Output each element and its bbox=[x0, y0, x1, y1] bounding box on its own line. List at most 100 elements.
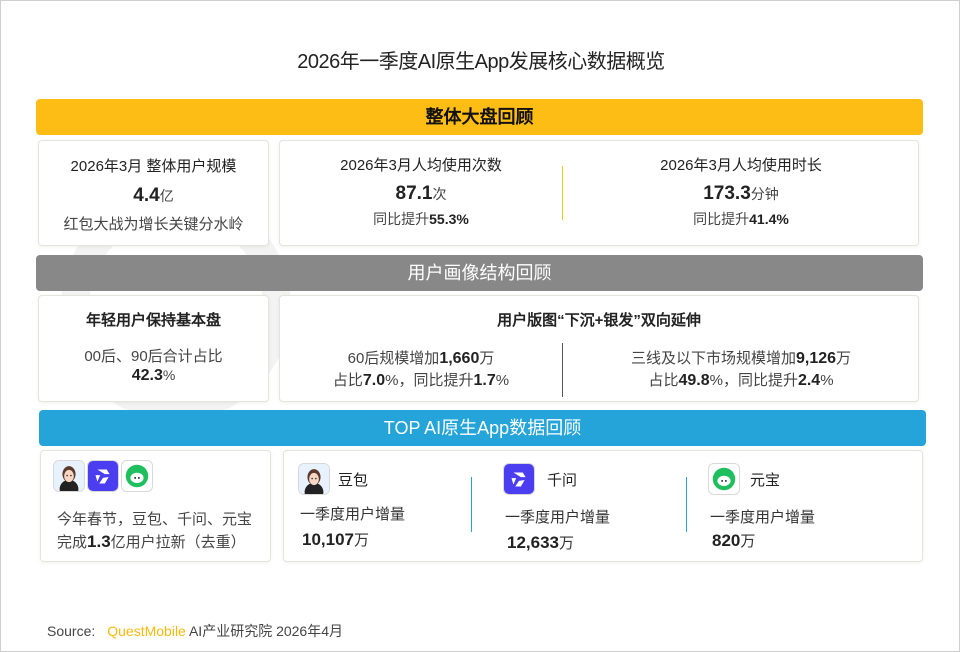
text: ，同比提升 bbox=[722, 372, 798, 389]
app-doubao: 豆包 一季度用户增量 10,107万 bbox=[298, 451, 468, 561]
card-young-users: 年轻用户保持基本盘 00后、90后合计占比 42.3% bbox=[38, 295, 269, 402]
card-spring-festival-summary: 今年春节，豆包、千问、元宝 完成1.3亿用户拉新（去重） bbox=[40, 450, 271, 562]
usage-time-label: 2026年3月人均使用时长 bbox=[660, 157, 822, 174]
extension-right-line1: 三线及以下市场规模增加9,126万 bbox=[563, 348, 919, 370]
app-icon-group bbox=[53, 460, 153, 492]
doubao-icon bbox=[298, 463, 330, 495]
unit: % bbox=[709, 372, 723, 389]
text: 三线及以下市场规模增加 bbox=[630, 350, 796, 367]
usage-count-yoy-value: 55.3% bbox=[429, 211, 469, 227]
summary-line2: 完成1.3亿用户拉新（去重） bbox=[57, 531, 252, 554]
usage-count-yoy: 同比提升55.3% bbox=[280, 209, 562, 229]
young-users-line: 00后、90后合计占比 bbox=[84, 348, 223, 365]
extension-right: 三线及以下市场规模增加9,126万 占比49.8%，同比提升2.4% bbox=[563, 348, 919, 392]
unit: 万 bbox=[479, 350, 495, 367]
text: 占比 bbox=[648, 372, 679, 389]
text: 完成 bbox=[57, 534, 88, 551]
user-scale-note: 红包大战为增长关键分水岭 bbox=[63, 216, 244, 233]
value: 1,660 bbox=[439, 350, 480, 367]
young-users-value: 42.3 bbox=[131, 367, 163, 384]
app-yuanbao: 元宝 一季度用户增量 820万 bbox=[708, 451, 878, 561]
extension-right-line2: 占比49.8%，同比提升2.4% bbox=[563, 370, 919, 392]
card-user-scale: 2026年3月 整体用户规模 4.4亿 红包大战为增长关键分水岭 bbox=[38, 140, 269, 246]
usage-time-value-row: 173.3分钟 bbox=[563, 183, 919, 205]
section-header-overall: 整体大盘回顾 bbox=[36, 99, 923, 135]
extension-left-line2: 占比7.0%，同比提升1.7% bbox=[280, 370, 562, 392]
section-header-portrait: 用户画像结构回顾 bbox=[36, 255, 923, 291]
app-name: 豆包 bbox=[338, 471, 369, 489]
app-metric-label: 一季度用户增量 bbox=[300, 506, 406, 523]
app-head: 千问 bbox=[503, 463, 577, 495]
usage-time-yoy: 同比提升41.4% bbox=[563, 209, 919, 229]
app-name: 元宝 bbox=[750, 471, 781, 489]
app-metric-value: 10,107 bbox=[302, 530, 354, 549]
usage-time-value: 173.3 bbox=[703, 183, 751, 204]
app-metric-unit: 万 bbox=[354, 532, 370, 549]
user-scale-value-row: 4.4亿 bbox=[39, 185, 268, 207]
yuanbao-icon bbox=[121, 460, 153, 492]
divider bbox=[562, 166, 563, 220]
qianwen-icon bbox=[87, 460, 119, 492]
app-metric-value-row: 820万 bbox=[712, 530, 755, 551]
text: 60后规模增加 bbox=[347, 350, 440, 367]
value: 9,126 bbox=[795, 350, 837, 367]
divider bbox=[471, 477, 472, 532]
usage-count-value-row: 87.1次 bbox=[280, 183, 562, 205]
stat-usage-time: 2026年3月人均使用时长 173.3分钟 同比提升41.4% bbox=[563, 141, 919, 245]
user-scale-value: 4.4 bbox=[133, 185, 160, 206]
card-usage-stats: 2026年3月人均使用次数 87.1次 同比提升55.3% 2026年3月人均使… bbox=[279, 140, 919, 246]
app-metric-unit: 万 bbox=[559, 535, 575, 552]
usage-time-yoy-value: 41.4% bbox=[749, 211, 789, 227]
app-metric-value-row: 10,107万 bbox=[302, 529, 369, 550]
spring-summary-text: 今年春节，豆包、千问、元宝 完成1.3亿用户拉新（去重） bbox=[57, 509, 252, 554]
source-note: Source: QuestMobile AI产业研究院 2026年4月 bbox=[47, 621, 343, 641]
doubao-icon bbox=[53, 460, 85, 492]
user-scale-unit: 亿 bbox=[159, 188, 174, 204]
young-users-unit: % bbox=[162, 367, 176, 383]
page-title: 2026年一季度AI原生App发展核心数据概览 bbox=[297, 51, 665, 73]
young-users-value-row: 42.3% bbox=[39, 367, 268, 385]
summary-value: 1.3 bbox=[87, 532, 111, 551]
unit: 万 bbox=[836, 350, 852, 367]
qianwen-icon bbox=[503, 463, 535, 495]
extension-left-line1: 60后规模增加1,660万 bbox=[280, 348, 562, 370]
text: 亿用户拉新（去重） bbox=[110, 534, 246, 551]
unit: % bbox=[385, 372, 399, 389]
source-label: Source: bbox=[47, 623, 96, 639]
card-user-extension: 用户版图“下沉+银发”双向延伸 60后规模增加1,660万 占比7.0%，同比提… bbox=[279, 295, 919, 402]
stat-usage-count: 2026年3月人均使用次数 87.1次 同比提升55.3% bbox=[280, 141, 562, 245]
text: 占比 bbox=[332, 372, 363, 389]
yuanbao-icon bbox=[708, 463, 740, 495]
unit: % bbox=[495, 372, 510, 389]
value: 49.8 bbox=[678, 372, 710, 389]
usage-count-yoy-prefix: 同比提升 bbox=[373, 211, 430, 227]
usage-time-unit: 分钟 bbox=[750, 186, 779, 202]
divider bbox=[562, 343, 563, 397]
app-metric-unit: 万 bbox=[740, 533, 756, 550]
source-brand: QuestMobile bbox=[107, 623, 186, 639]
section-header-top-apps: TOP AI原生App数据回顾 bbox=[39, 410, 926, 446]
app-qianwen: 千问 一季度用户增量 12,633万 bbox=[503, 451, 673, 561]
text: ，同比提升 bbox=[398, 372, 474, 389]
user-extension-title: 用户版图“下沉+银发”双向延伸 bbox=[497, 312, 701, 329]
app-head: 元宝 bbox=[708, 463, 780, 495]
source-text: AI产业研究院 2026年4月 bbox=[185, 623, 344, 639]
young-users-title: 年轻用户保持基本盘 bbox=[85, 312, 221, 329]
value: 2.4 bbox=[797, 372, 821, 389]
usage-count-unit: 次 bbox=[432, 186, 447, 202]
usage-time-yoy-prefix: 同比提升 bbox=[693, 211, 750, 227]
app-metric-value: 820 bbox=[712, 531, 741, 550]
card-top-apps: 豆包 一季度用户增量 10,107万 千问 一季度用户增量 12,633万 元宝 bbox=[283, 450, 923, 562]
summary-line1: 今年春节，豆包、千问、元宝 bbox=[57, 511, 253, 528]
value: 1.7 bbox=[473, 372, 496, 389]
app-metric-value: 12,633 bbox=[507, 533, 559, 552]
app-name: 千问 bbox=[547, 471, 578, 489]
value: 7.0 bbox=[362, 372, 386, 389]
divider bbox=[686, 477, 687, 532]
usage-count-value: 87.1 bbox=[395, 183, 433, 204]
app-metric-value-row: 12,633万 bbox=[507, 532, 574, 553]
user-scale-label: 2026年3月 整体用户规模 bbox=[70, 158, 237, 175]
usage-count-label: 2026年3月人均使用次数 bbox=[340, 157, 502, 174]
app-metric-label: 一季度用户增量 bbox=[710, 509, 816, 526]
